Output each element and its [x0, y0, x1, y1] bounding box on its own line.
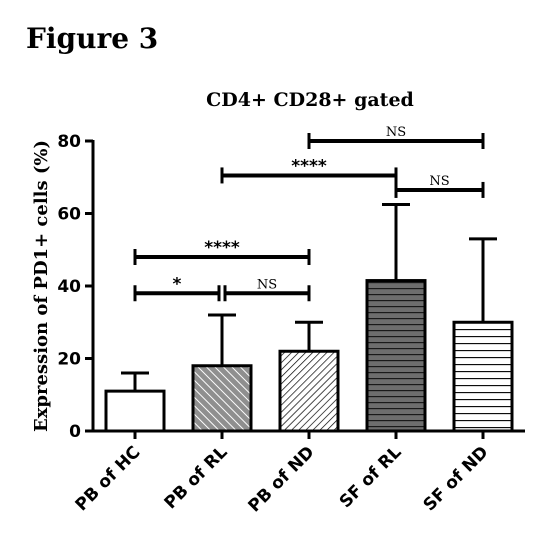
significance-bracket: **** [133, 238, 311, 265]
significance-bracket: * [133, 274, 221, 302]
bar-pb-of-nd [278, 349, 340, 433]
significance-label: **** [291, 156, 327, 176]
error-bars [121, 202, 497, 392]
significance-bracket: NS [223, 277, 311, 302]
significance-label: NS [257, 277, 277, 292]
significance-label: NS [429, 174, 449, 189]
x-tick-label: SF of ND [420, 442, 493, 515]
significance-brackets: * NS **** **** NS NS [133, 125, 485, 302]
significance-label: * [173, 274, 182, 294]
x-tick-label: PB of ND [245, 442, 319, 516]
significance-bracket: **** [220, 156, 398, 184]
significance-bracket: NS [307, 125, 485, 149]
y-tick-label: 40 [57, 277, 81, 297]
x-tick-label: PB of HC [72, 442, 145, 515]
chart-title: CD4+ CD28+ gated [206, 89, 414, 111]
y-tick-label: 80 [57, 132, 81, 152]
y-tick-label: 20 [57, 350, 81, 370]
significance-bracket: NS [394, 174, 485, 198]
significance-label: NS [386, 125, 406, 140]
y-axis-label: Expression of PD1+ cells (%) [31, 140, 52, 432]
figure-label: Figure 3 [26, 22, 159, 55]
y-tick-label: 60 [57, 205, 81, 225]
y-tick-label: 0 [69, 422, 81, 442]
significance-label: **** [204, 238, 240, 258]
bar-pb-of-hc [104, 389, 166, 433]
bar-sf-of-nd [452, 320, 514, 433]
x-tick-label: SF of RL [336, 442, 406, 512]
bar-pb-of-rl [191, 364, 253, 433]
bars [104, 279, 514, 433]
x-tick-label: PB of RL [161, 442, 232, 513]
bar-sf-of-rl [365, 279, 427, 433]
